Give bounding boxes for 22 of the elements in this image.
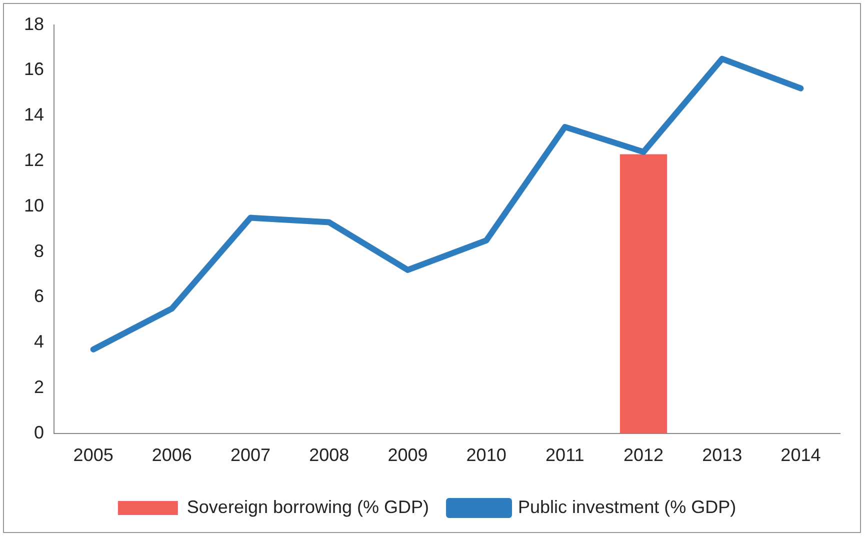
x-tick-label: 2010 xyxy=(466,445,506,466)
y-tick-label: 0 xyxy=(34,422,44,442)
x-tick-label: 2011 xyxy=(546,445,584,466)
y-tick-label: 12 xyxy=(24,150,44,170)
y-tick-label: 2 xyxy=(34,376,44,397)
x-tick-label: 2006 xyxy=(152,445,192,466)
x-tick-label: 2013 xyxy=(702,445,742,466)
x-tick-label: 2005 xyxy=(73,445,114,466)
legend-label: Public investment (% GDP) xyxy=(518,496,736,517)
y-tick-label: 14 xyxy=(24,104,44,125)
x-tick-label: 2008 xyxy=(309,445,350,466)
y-tick-label: 8 xyxy=(34,240,44,261)
y-tick-label: 4 xyxy=(34,332,44,352)
y-tick-label: 18 xyxy=(24,14,44,34)
y-tick-label: 16 xyxy=(24,59,44,80)
x-tick-label: 2014 xyxy=(780,445,821,466)
legend-label: Sovereign borrowing (% GDP) xyxy=(186,496,430,517)
y-tick-label: 6 xyxy=(34,286,44,306)
y-tick-label: 10 xyxy=(24,195,44,216)
x-tick-label: 2012 xyxy=(623,445,664,466)
x-tick-label: 2007 xyxy=(230,445,271,466)
x-tick-label: 2009 xyxy=(388,445,428,466)
